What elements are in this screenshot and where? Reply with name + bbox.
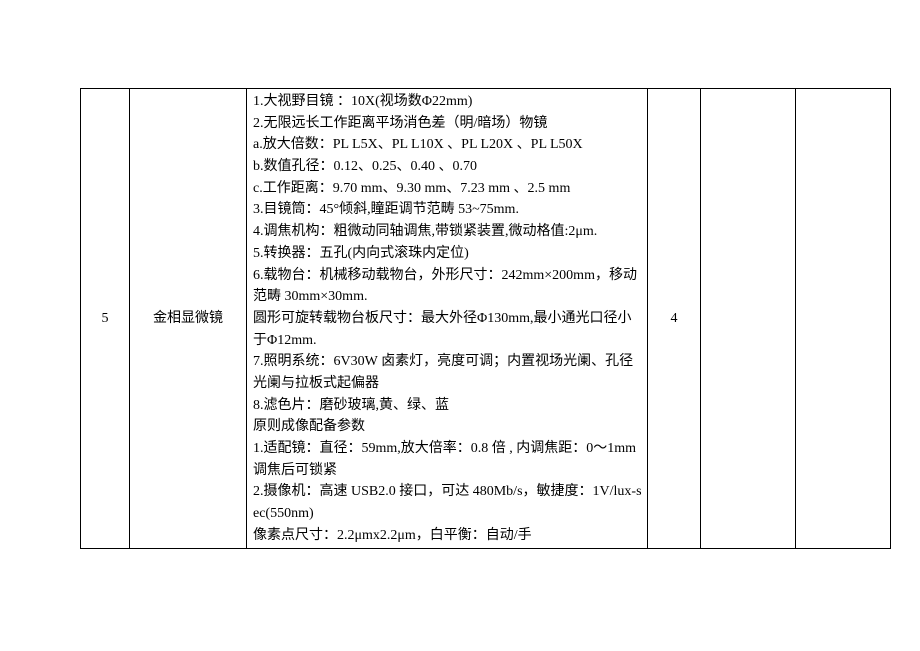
cell-specification: 1.大视野目镜 ：10X(视场数Φ22mm)2.无限远长工作距离平场消色差（明/…	[247, 89, 648, 549]
cell-blank-2	[796, 89, 891, 549]
table-row: 5 金相显微镜 1.大视野目镜 ：10X(视场数Φ22mm)2.无限远长工作距离…	[81, 89, 891, 549]
cell-product-name: 金相显微镜	[130, 89, 247, 549]
spec-table: 5 金相显微镜 1.大视野目镜 ：10X(视场数Φ22mm)2.无限远长工作距离…	[80, 88, 891, 549]
cell-index: 5	[81, 89, 130, 549]
cell-blank-1	[701, 89, 796, 549]
cell-qty: 4	[648, 89, 701, 549]
page: 5 金相显微镜 1.大视野目镜 ：10X(视场数Φ22mm)2.无限远长工作距离…	[0, 0, 920, 549]
